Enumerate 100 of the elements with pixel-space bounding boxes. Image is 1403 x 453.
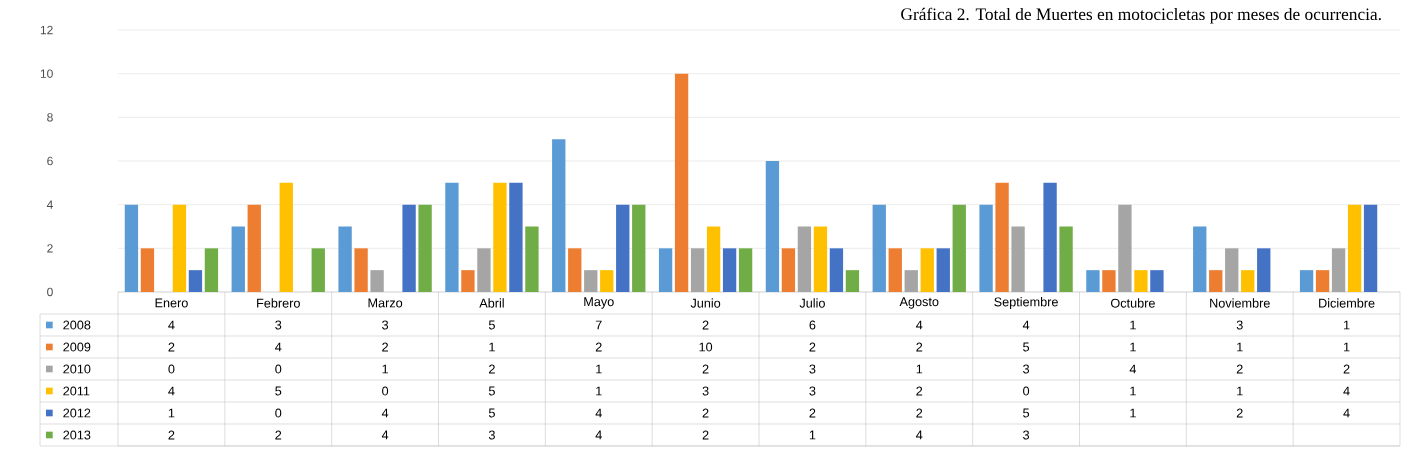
data-label: 3	[382, 320, 389, 330]
data-label: 1	[1130, 408, 1136, 418]
bar	[370, 270, 384, 292]
bar	[995, 182, 1009, 292]
data-label: 3	[1023, 364, 1030, 374]
data-label: 1	[168, 408, 175, 418]
data-label: 3	[1236, 320, 1243, 330]
data-label: 5	[275, 386, 282, 396]
data-label: 4	[381, 430, 389, 440]
bar	[231, 226, 245, 292]
data-label: 4	[168, 320, 175, 330]
bar	[920, 248, 934, 292]
y-tick-label: 10	[40, 69, 53, 78]
data-label: 4	[275, 342, 282, 352]
data-label: 10	[699, 342, 713, 352]
data-label: 5	[488, 386, 495, 396]
bar	[765, 160, 780, 292]
bar	[722, 248, 737, 292]
bar	[552, 139, 566, 292]
bar	[952, 204, 966, 292]
data-label: 4	[595, 408, 602, 418]
bar	[706, 226, 721, 292]
bar	[904, 270, 918, 292]
bar	[188, 270, 203, 292]
data-label: 2	[1236, 364, 1243, 374]
bar	[1043, 182, 1057, 292]
bar	[1209, 270, 1223, 292]
x-tick-label: Diciembre	[1319, 298, 1375, 308]
data-label: 4	[1343, 386, 1350, 396]
x-tick-label: Mayo	[584, 297, 614, 309]
bar	[418, 204, 432, 292]
data-label: 3	[488, 430, 495, 440]
y-tick-label: 8	[47, 113, 53, 122]
data-label: 2	[702, 320, 709, 330]
data-label: 1	[382, 364, 388, 374]
data-label: 1	[1237, 342, 1243, 352]
legend-label: 2008	[63, 320, 91, 330]
x-tick-label: Julio	[799, 298, 825, 308]
data-label: 1	[1237, 386, 1243, 396]
legend-label: 2010	[63, 364, 91, 374]
data-label: 2	[168, 430, 175, 440]
bar	[338, 226, 352, 292]
bar	[872, 204, 886, 292]
bar	[888, 248, 902, 292]
y-tick-label: 12	[40, 25, 53, 35]
bar	[584, 270, 598, 292]
y-tick-label: 0	[47, 287, 53, 297]
data-label: 4	[916, 320, 923, 330]
bar	[600, 270, 614, 292]
data-label: 2	[809, 408, 816, 418]
data-label: 5	[1023, 342, 1030, 352]
data-label: 5	[488, 320, 495, 330]
data-label: 2	[1343, 364, 1350, 374]
legend-label: 2011	[63, 386, 90, 396]
data-label: 2	[916, 408, 923, 418]
y-tick-label: 2	[47, 244, 53, 253]
bar	[204, 248, 219, 292]
y-tick-label: 6	[47, 156, 53, 166]
chart-title: Gráfica 2. Total de Muertes en motocicletas por meses de ocurrencia.	[901, 7, 1381, 24]
data-label: 3	[809, 364, 816, 374]
bar	[658, 248, 673, 292]
x-tick-label: Junio	[690, 298, 721, 308]
bar	[1011, 226, 1025, 292]
legend-label: 2012	[63, 408, 91, 418]
x-tick-label: Agosto	[899, 297, 939, 309]
data-label: 0	[275, 364, 282, 374]
data-label: 2	[168, 342, 175, 352]
bar	[1150, 270, 1164, 292]
data-label: 2	[489, 364, 495, 374]
bar	[461, 270, 475, 292]
x-tick-label: Abril	[479, 298, 504, 308]
bar	[979, 204, 993, 292]
bar	[477, 248, 491, 292]
bar	[1134, 270, 1148, 292]
bar	[172, 204, 187, 292]
bar	[1102, 270, 1116, 292]
bar	[568, 248, 582, 292]
data-label: 2	[809, 342, 816, 352]
data-label: 1	[809, 430, 816, 440]
bar	[279, 182, 293, 292]
data-label: 1	[1344, 342, 1350, 352]
data-label: 5	[488, 408, 495, 418]
x-tick-label: Marzo	[368, 298, 403, 308]
bar	[1193, 226, 1207, 292]
data-label: 1	[596, 364, 602, 374]
bar	[797, 226, 812, 292]
data-label: 1	[1130, 386, 1136, 396]
bar	[509, 182, 523, 292]
x-tick-label: Septiembre	[994, 297, 1058, 309]
bar	[140, 248, 155, 292]
x-tick-label: Octubre	[1110, 298, 1155, 308]
bar	[402, 204, 416, 292]
bar	[616, 204, 630, 292]
data-label: 4	[1343, 408, 1350, 418]
data-label: 2	[382, 342, 388, 352]
data-label: 4	[916, 430, 923, 440]
bar	[525, 226, 539, 292]
bar	[1363, 204, 1378, 292]
data-label: 5	[1023, 408, 1030, 418]
data-label: 3	[702, 386, 709, 396]
